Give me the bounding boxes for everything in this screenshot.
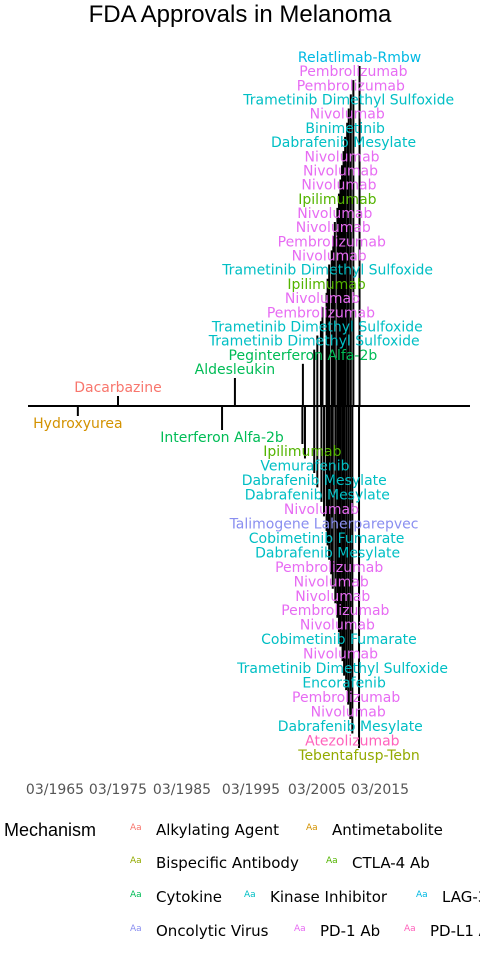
- event-label: Nivolumab: [285, 291, 360, 307]
- event-label: Dabrafenib Mesylate: [242, 473, 387, 489]
- legend-label: Cytokine: [156, 888, 222, 906]
- x-tick-label: 03/1965: [26, 782, 84, 798]
- legend-swatch: Aa: [130, 856, 142, 866]
- legend-label: Oncolytic Virus: [156, 922, 269, 940]
- event-label: Ipilimumab: [263, 444, 341, 460]
- event-label: Trametinib Dimethyl Sulfoxide: [211, 319, 423, 335]
- event-label: Ipilimumab: [298, 192, 376, 208]
- event-label: Nivolumab: [311, 705, 386, 721]
- legend-label: Alkylating Agent: [156, 821, 279, 839]
- legend-swatch: Aa: [404, 924, 416, 934]
- legend: Aa Alkylating Agent Aa Antimetabolite Aa Bisp…: [130, 821, 480, 940]
- legend-label: Kinase Inhibitor: [270, 888, 388, 906]
- event-label: Tebentafusp-Tebn: [297, 748, 420, 764]
- event-label: Nivolumab: [284, 502, 359, 518]
- event-label: Dabrafenib Mesylate: [245, 487, 390, 503]
- legend-swatch: Aa: [244, 890, 256, 900]
- event-label: Aldesleukin: [195, 362, 276, 378]
- event-label: Relatlimab-Rmbw: [298, 50, 421, 66]
- legend-swatch: Aa: [416, 890, 428, 900]
- legend-label: CTLA-4 Ab: [352, 854, 430, 872]
- event-label: Pembrolizumab: [275, 560, 383, 576]
- event-label: Vemurafenib: [260, 458, 349, 474]
- event-label: Binimetinib: [305, 121, 385, 137]
- event-label: Nivolumab: [292, 249, 367, 265]
- event-label: Hydroxyurea: [33, 416, 122, 432]
- event-label: Dacarbazine: [74, 380, 162, 396]
- event-label: Dabrafenib Mesylate: [271, 135, 416, 151]
- legend-item: Aa Oncolytic Virus: [130, 922, 269, 940]
- event-label: Pembrolizumab: [299, 64, 407, 80]
- event-label: Pembrolizumab: [281, 603, 389, 619]
- event-label: Cobimetinib Fumarate: [261, 632, 417, 648]
- event-label: Dabrafenib Mesylate: [255, 545, 400, 561]
- event-label: Nivolumab: [304, 149, 379, 165]
- legend-item: Aa PD-L1 Ab: [404, 922, 480, 940]
- legend-item: Aa Cytokine: [130, 888, 222, 906]
- legend-swatch: Aa: [326, 856, 338, 866]
- event-label: Trametinib Dimethyl Sulfoxide: [221, 263, 433, 279]
- legend-swatch: Aa: [306, 823, 318, 833]
- x-tick-label: 03/1975: [89, 782, 147, 798]
- event-label: Peginterferon Alfa-2b: [229, 348, 378, 364]
- legend-item: Aa Alkylating Agent: [130, 821, 279, 839]
- legend-item: Aa Kinase Inhibitor: [244, 888, 388, 906]
- event-stems: [76, 66, 361, 748]
- event-label: Pembrolizumab: [278, 234, 386, 250]
- legend-label: LAG-3 Ab: [442, 888, 480, 906]
- legend-swatch: Aa: [130, 924, 142, 934]
- event-label: Pembrolizumab: [292, 690, 400, 706]
- legend-item: Aa Antimetabolite: [306, 821, 443, 839]
- event-label: Nivolumab: [300, 618, 375, 634]
- x-tick-label: 03/2015: [351, 782, 409, 798]
- legend-swatch: Aa: [294, 924, 306, 934]
- event-label: Atezolizumab: [305, 734, 400, 750]
- legend-label: PD-1 Ab: [320, 922, 380, 940]
- legend-item: Aa Bispecific Antibody: [130, 854, 299, 872]
- event-label: Nivolumab: [301, 178, 376, 194]
- event-label: Trametinib Dimethyl Sulfoxide: [236, 661, 448, 677]
- event-label: Trametinib Dimethyl Sulfoxide: [242, 93, 454, 109]
- legend-swatch: Aa: [130, 890, 142, 900]
- legend-title: Mechanism: [4, 820, 96, 840]
- event-label: Nivolumab: [295, 589, 370, 605]
- event-label: Nivolumab: [294, 574, 369, 590]
- event-label: Nivolumab: [310, 107, 385, 123]
- legend-label: Bispecific Antibody: [156, 854, 299, 872]
- legend-swatch: Aa: [130, 823, 142, 833]
- event-label: Ipilimumab: [287, 277, 365, 293]
- event-label: Encorafenib: [302, 676, 386, 692]
- event-label: Pembrolizumab: [267, 305, 375, 321]
- legend-label: PD-L1 Ab: [430, 922, 480, 940]
- event-label: Trametinib Dimethyl Sulfoxide: [208, 334, 420, 350]
- chart-title: FDA Approvals in Melanoma: [89, 1, 392, 28]
- event-label: Nivolumab: [303, 163, 378, 179]
- event-label: Nivolumab: [296, 220, 371, 236]
- event-label: Nivolumab: [303, 647, 378, 663]
- legend-item: Aa CTLA-4 Ab: [326, 854, 430, 872]
- legend-label: Antimetabolite: [332, 821, 443, 839]
- x-tick-label: 03/2005: [288, 782, 346, 798]
- event-label: Pembrolizumab: [297, 78, 405, 94]
- x-tick-label: 03/1985: [153, 782, 211, 798]
- legend-item: Aa LAG-3 Ab: [416, 888, 480, 906]
- event-label: Interferon Alfa-2b: [160, 430, 284, 446]
- legend-item: Aa PD-1 Ab: [294, 922, 380, 940]
- x-tick-label: 03/1995: [222, 782, 280, 798]
- event-label: Cobimetinib Fumarate: [249, 531, 405, 547]
- event-label: Dabrafenib Mesylate: [278, 719, 423, 735]
- event-label: Talimogene Laherparepvec: [229, 516, 419, 532]
- event-label: Nivolumab: [297, 206, 372, 222]
- x-axis-ticks: 03/1965 03/1975 03/1985 03/1995 03/2005 03/20…: [26, 782, 409, 798]
